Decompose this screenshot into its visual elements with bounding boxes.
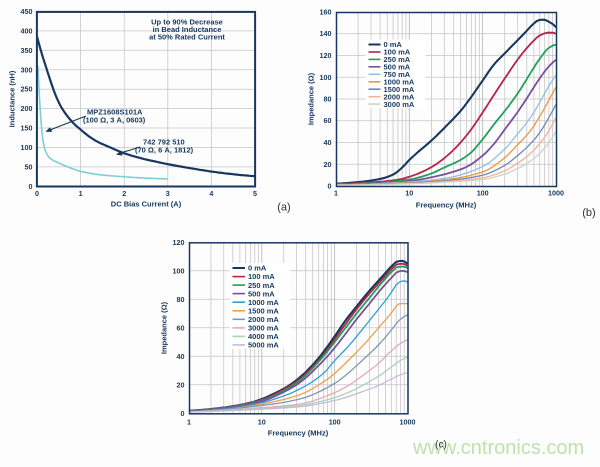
svg-text:1000 mA: 1000 mA [248, 298, 279, 307]
svg-text:1: 1 [334, 189, 338, 198]
svg-text:60: 60 [324, 116, 332, 125]
svg-text:3: 3 [166, 189, 170, 198]
svg-text:2000 mA: 2000 mA [384, 92, 415, 101]
svg-text:250: 250 [21, 85, 33, 94]
svg-text:250 mA: 250 mA [384, 55, 411, 64]
svg-text:742 792 510: 742 792 510 [143, 138, 185, 147]
svg-text:Inductance (nH): Inductance (nH) [8, 70, 17, 127]
svg-text:1: 1 [187, 418, 191, 427]
svg-text:150: 150 [21, 124, 33, 133]
svg-text:4000 mA: 4000 mA [248, 332, 279, 341]
svg-text:140: 140 [320, 29, 332, 38]
svg-text:80: 80 [177, 295, 185, 304]
svg-text:(a): (a) [277, 202, 290, 214]
svg-text:2000 mA: 2000 mA [248, 315, 279, 324]
svg-text:5: 5 [253, 189, 257, 198]
svg-text:50: 50 [25, 162, 33, 171]
svg-text:0: 0 [35, 189, 39, 198]
svg-text:40: 40 [177, 352, 185, 361]
svg-text:Frequency (MHz): Frequency (MHz) [268, 429, 329, 438]
svg-text:100: 100 [21, 143, 33, 152]
svg-text:500 mA: 500 mA [248, 289, 275, 298]
svg-text:500 mA: 500 mA [384, 63, 411, 72]
svg-text:Impedance (Ω): Impedance (Ω) [307, 72, 316, 125]
svg-text:at 50% Rated Current: at 50% Rated Current [149, 33, 225, 42]
svg-text:(70 Ω, 6 A, 1812): (70 Ω, 6 A, 1812) [135, 146, 194, 155]
svg-text:Impedance (Ω): Impedance (Ω) [160, 301, 169, 354]
svg-text:0 mA: 0 mA [248, 264, 267, 273]
svg-text:1000: 1000 [400, 418, 416, 427]
svg-text:120: 120 [320, 51, 332, 60]
svg-text:20: 20 [324, 160, 332, 169]
svg-text:1000: 1000 [548, 189, 564, 198]
svg-text:0: 0 [29, 182, 33, 191]
svg-text:60: 60 [177, 323, 185, 332]
svg-text:1500 mA: 1500 mA [248, 306, 279, 315]
svg-text:10: 10 [405, 189, 413, 198]
svg-text:5000 mA: 5000 mA [248, 341, 279, 350]
svg-text:(100 Ω, 3 A, 0603): (100 Ω, 3 A, 0603) [83, 116, 146, 125]
svg-text:3000 mA: 3000 mA [248, 324, 279, 333]
svg-text:400: 400 [21, 26, 33, 35]
svg-text:100: 100 [329, 418, 341, 427]
svg-text:MPZ1608S101A: MPZ1608S101A [87, 108, 143, 117]
svg-text:80: 80 [324, 95, 332, 104]
svg-text:160: 160 [320, 8, 332, 17]
svg-text:www.cntronics.com: www.cntronics.com [412, 437, 584, 459]
svg-text:(b): (b) [582, 207, 595, 219]
svg-text:450: 450 [21, 7, 33, 16]
svg-text:2: 2 [122, 189, 126, 198]
svg-text:100: 100 [320, 73, 332, 82]
svg-text:350: 350 [21, 46, 33, 55]
svg-text:DC Bias Current (A): DC Bias Current (A) [111, 200, 182, 209]
svg-text:100: 100 [477, 189, 489, 198]
svg-text:200: 200 [21, 104, 33, 113]
svg-text:0: 0 [328, 182, 332, 191]
svg-text:40: 40 [324, 138, 332, 147]
svg-text:100 mA: 100 mA [384, 48, 411, 57]
svg-text:250 mA: 250 mA [248, 281, 275, 290]
svg-text:1000 mA: 1000 mA [384, 78, 415, 87]
svg-text:4: 4 [209, 189, 213, 198]
svg-text:Frequency (MHz): Frequency (MHz) [416, 201, 477, 210]
svg-text:120: 120 [173, 238, 185, 247]
svg-text:1: 1 [79, 189, 83, 198]
svg-text:10: 10 [258, 418, 266, 427]
svg-text:100 mA: 100 mA [248, 272, 275, 281]
svg-text:3000 mA: 3000 mA [384, 100, 415, 109]
svg-text:300: 300 [21, 65, 33, 74]
svg-text:1500 mA: 1500 mA [384, 85, 415, 94]
svg-text:Up to 90% Decrease: Up to 90% Decrease [151, 18, 223, 27]
svg-text:in Bead Inductance: in Bead Inductance [153, 25, 222, 34]
svg-text:20: 20 [177, 380, 185, 389]
svg-text:0: 0 [181, 409, 185, 418]
svg-text:100: 100 [173, 266, 185, 275]
svg-text:750 mA: 750 mA [384, 70, 411, 79]
svg-text:(c): (c) [435, 440, 447, 451]
svg-text:0 mA: 0 mA [384, 40, 403, 49]
